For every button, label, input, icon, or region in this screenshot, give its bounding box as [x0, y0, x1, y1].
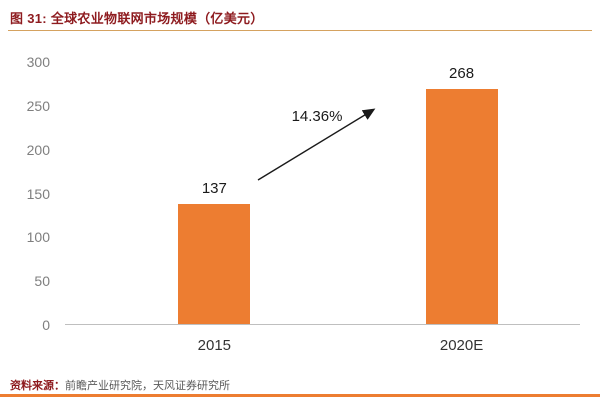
- growth-annotation: 14.36%: [291, 108, 343, 125]
- growth-arrow: [257, 108, 376, 181]
- figure-header: 图 31: 全球农业物联网市场规模（亿美元）: [10, 8, 264, 28]
- x-tick-label: 2015: [197, 337, 232, 354]
- header-divider: [8, 30, 592, 31]
- plot-area: 14.36% 137 2015 268 2020E: [65, 62, 580, 354]
- x-tick-label: 2020E: [439, 337, 484, 354]
- y-axis: 0 50 100 150 200 250 300: [0, 54, 56, 333]
- source-label: 资料来源：: [10, 380, 65, 392]
- bar-2015: [178, 203, 251, 324]
- y-tick-label: 0: [42, 317, 50, 333]
- figure-title: 图 31: 全球农业物联网市场规模（亿美元）: [10, 11, 264, 26]
- y-tick-label: 150: [26, 185, 50, 202]
- source-footer: 资料来源：前瞻产业研究院，天风证券研究所: [10, 377, 230, 393]
- y-tick-label: 100: [26, 229, 50, 246]
- bar-value-label: 268: [449, 65, 475, 83]
- y-tick-label: 250: [26, 97, 50, 114]
- y-tick-label: 300: [26, 54, 50, 70]
- source-text: 前瞻产业研究院，天风证券研究所: [65, 380, 230, 392]
- bar-2020E: [425, 89, 498, 324]
- y-tick-label: 50: [34, 273, 50, 290]
- bar-chart: 0 50 100 150 200 250 300 14.36% 137 2015 268 2020…: [0, 54, 600, 354]
- footer-divider: [0, 394, 600, 397]
- y-tick-label: 200: [26, 141, 50, 158]
- bar-value-label: 137: [201, 179, 227, 197]
